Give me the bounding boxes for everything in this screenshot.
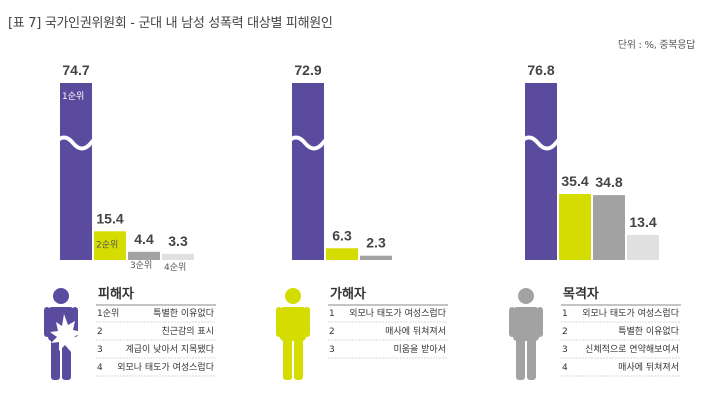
reason-rank: 1순위 (97, 308, 119, 319)
reason-rank: 3 (97, 345, 103, 355)
reason-rank: 1 (329, 309, 335, 319)
reason-text: 매사에 뒤쳐져서 (385, 325, 446, 337)
reason-rank: 4 (562, 363, 568, 373)
reason-rank: 4 (97, 363, 103, 373)
reason-text: 친근감의 표시 (161, 325, 214, 337)
reason-rank: 1 (562, 309, 568, 319)
bar-rank-label: 1순위 (62, 91, 84, 102)
reason-text: 외모나 태도가 여성스럽다 (582, 307, 680, 319)
reason-text: 외모나 태도가 여성스럽다 (349, 307, 447, 319)
bar-witness-person-1 (525, 83, 557, 260)
axis-break-wave (518, 134, 565, 151)
panel-3: 76.8 35.4 34.8 13.4 목격자 1 외모나 태도가 여성스럽다 2 특별한 이유… (509, 62, 681, 380)
perpetrator-person-icon (276, 288, 310, 380)
bar-perpetrator-person-2 (326, 248, 358, 260)
reason-rank: 3 (329, 345, 335, 355)
bar-rank-label: 3순위 (130, 260, 152, 271)
value-label: 13.4 (629, 214, 656, 230)
unit-note: 단위 : %, 중복응답 (617, 40, 695, 51)
reason-text: 미움을 받아서 (393, 344, 446, 355)
reason-rank: 2 (97, 327, 103, 337)
reason-rank: 3 (562, 345, 568, 355)
value-label: 6.3 (332, 227, 352, 243)
reason-text: 매사에 뒤쳐져서 (618, 361, 679, 373)
bar-perpetrator-person-1 (292, 83, 324, 260)
reason-text: 외모나 태도가 여성스럽다 (117, 361, 215, 373)
reason-text: 계급이 낮아서 지목됐다 (125, 343, 214, 355)
bar-rank-label: 2순위 (96, 239, 118, 250)
reason-text: 특별한 이유없다 (618, 326, 680, 337)
value-label: 34.8 (595, 174, 622, 190)
person-name: 목격자 (563, 287, 599, 302)
chart-title: [표 7] 국가인권위원회 - 군대 내 남성 성폭력 대상별 피해원인 (8, 16, 333, 31)
bar-witness-person-3 (593, 195, 625, 260)
bar-victim-person-4 (162, 253, 194, 260)
person-name: 가해자 (330, 286, 366, 302)
bar-victim-person-2 (94, 231, 126, 260)
value-label: 2.3 (366, 235, 386, 251)
impact-burst-icon (50, 314, 82, 352)
bar-victim-person-3 (128, 251, 160, 260)
bar-witness-person-4 (627, 235, 659, 260)
bar-perpetrator-person-3 (360, 255, 392, 260)
axis-break-wave (53, 134, 100, 151)
reason-text: 신체적으로 연약해보여서 (585, 343, 679, 355)
bar-victim-person-1 (60, 83, 92, 260)
value-label: 74.7 (62, 62, 89, 78)
bar-witness-person-2 (559, 194, 591, 260)
reason-rank: 2 (329, 327, 335, 337)
bar-rank-label: 4순위 (164, 262, 186, 273)
value-label: 35.4 (561, 173, 588, 189)
axis-break-wave (285, 134, 332, 151)
value-label: 3.3 (168, 233, 188, 249)
reason-rank: 2 (562, 327, 568, 337)
value-label: 15.4 (96, 210, 123, 226)
value-label: 72.9 (294, 62, 321, 78)
witness-person-icon (509, 288, 543, 380)
reason-text: 특별한 이유없다 (153, 308, 215, 319)
victim-person-icon (44, 288, 82, 380)
panel-2: 72.9 6.3 2.3 가해자 1 외모나 태도가 여성스럽다 2 매사에 뒤쳐져서 3 미움을… (276, 62, 448, 380)
value-label: 4.4 (134, 231, 154, 247)
person-name: 피해자 (98, 286, 134, 302)
value-label: 76.8 (527, 62, 554, 78)
